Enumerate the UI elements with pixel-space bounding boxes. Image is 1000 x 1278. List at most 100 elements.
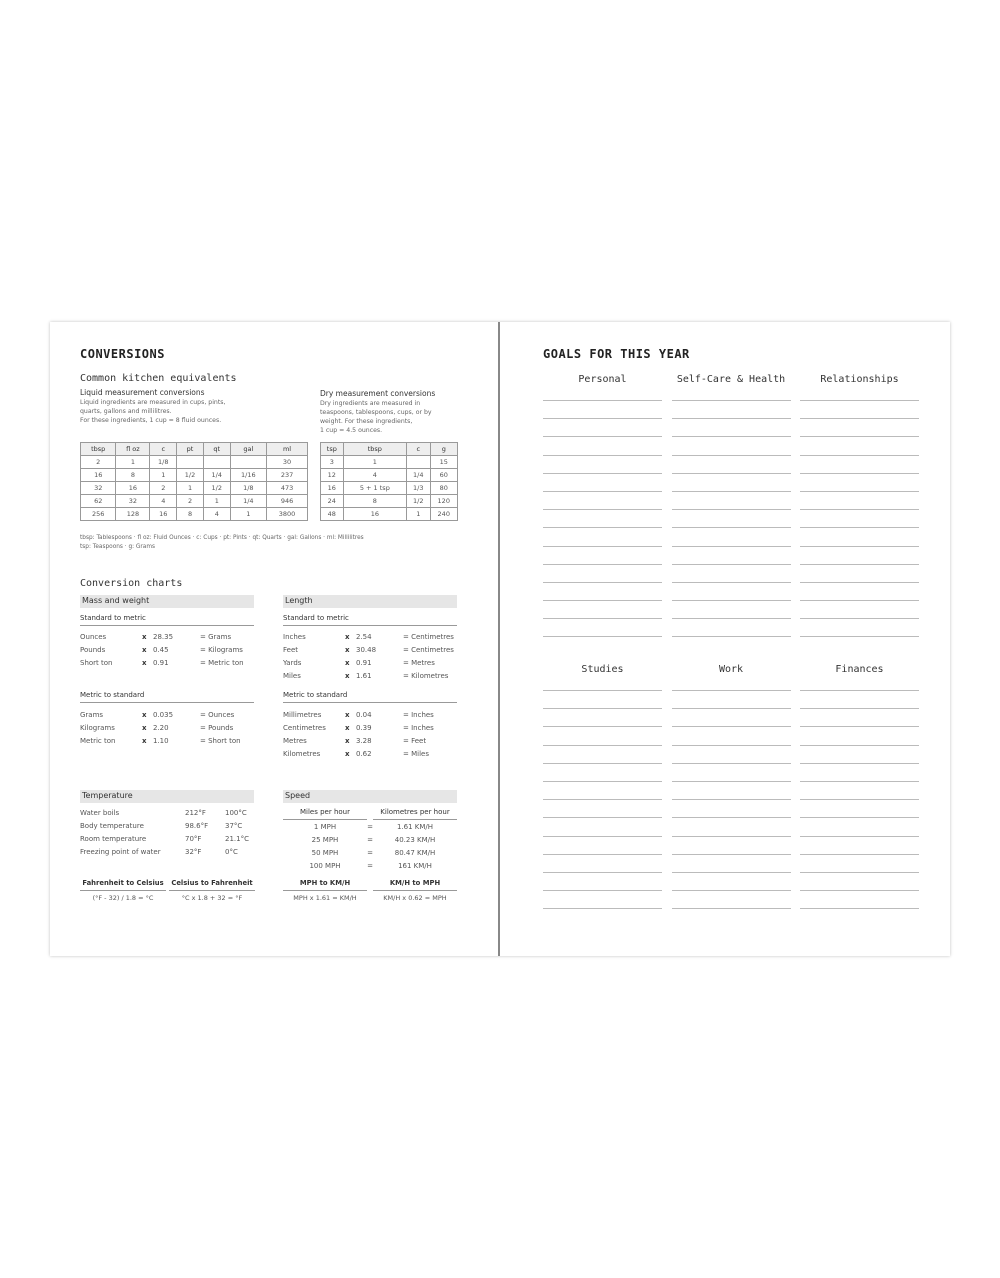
goal-line[interactable] bbox=[671, 565, 791, 583]
goal-line[interactable] bbox=[800, 437, 919, 456]
goal-line[interactable] bbox=[671, 800, 791, 819]
goal-line[interactable] bbox=[800, 675, 919, 691]
goal-line[interactable] bbox=[543, 891, 662, 910]
goal-line[interactable] bbox=[800, 746, 919, 764]
goal-line[interactable] bbox=[543, 855, 662, 873]
goal-line[interactable] bbox=[800, 691, 919, 710]
goal-line[interactable] bbox=[800, 474, 919, 492]
to-unit: = Metric ton bbox=[200, 659, 244, 667]
goal-line[interactable] bbox=[671, 782, 791, 801]
section-title: Mass and weight bbox=[80, 595, 254, 608]
goal-line[interactable] bbox=[800, 385, 919, 401]
goal-line[interactable] bbox=[671, 583, 791, 602]
goal-line[interactable] bbox=[800, 873, 919, 892]
table-cell: 16 bbox=[115, 481, 151, 495]
goal-line[interactable] bbox=[800, 401, 919, 420]
goal-line[interactable] bbox=[800, 565, 919, 583]
goal-line[interactable] bbox=[543, 474, 662, 492]
goal-line[interactable] bbox=[543, 565, 662, 583]
goal-line[interactable] bbox=[800, 855, 919, 873]
goal-line[interactable] bbox=[543, 727, 662, 746]
goal-line[interactable] bbox=[543, 691, 662, 710]
from-unit: Miles bbox=[283, 672, 301, 680]
goal-line[interactable] bbox=[671, 873, 791, 892]
goal-line[interactable] bbox=[543, 437, 662, 456]
from-unit: Feet bbox=[283, 646, 299, 654]
goal-line[interactable] bbox=[671, 891, 791, 910]
goal-line[interactable] bbox=[543, 709, 662, 728]
goal-line[interactable] bbox=[671, 837, 791, 855]
goal-line[interactable] bbox=[543, 547, 662, 565]
goal-line[interactable] bbox=[800, 601, 919, 620]
column-header: tbsp bbox=[79, 442, 117, 456]
goal-line[interactable] bbox=[800, 528, 919, 547]
goal-line[interactable] bbox=[671, 437, 791, 456]
goal-line[interactable] bbox=[800, 510, 919, 529]
factor: 2.20 bbox=[153, 724, 169, 732]
goal-line[interactable] bbox=[671, 619, 791, 638]
goal-line[interactable] bbox=[543, 764, 662, 782]
goals-page: GOALS FOR THIS YEAR Personal Self-Care & … bbox=[543, 322, 921, 956]
goal-line[interactable] bbox=[543, 492, 662, 511]
goal-line[interactable] bbox=[800, 492, 919, 511]
goal-line[interactable] bbox=[800, 619, 919, 638]
goal-line[interactable] bbox=[671, 528, 791, 547]
to-unit: = Pounds bbox=[200, 724, 234, 732]
goal-line[interactable] bbox=[671, 401, 791, 420]
goal-line[interactable] bbox=[800, 547, 919, 565]
table-cell bbox=[176, 455, 204, 469]
goal-line[interactable] bbox=[543, 456, 662, 474]
factor: 0.45 bbox=[153, 646, 169, 654]
goal-line[interactable] bbox=[671, 764, 791, 782]
goal-line[interactable] bbox=[543, 601, 662, 620]
table-cell: 4 bbox=[149, 494, 178, 508]
goal-line[interactable] bbox=[671, 419, 791, 438]
goal-line[interactable] bbox=[543, 746, 662, 764]
goal-line[interactable] bbox=[543, 510, 662, 529]
goal-line[interactable] bbox=[800, 727, 919, 746]
multiply-sign: x bbox=[142, 737, 147, 745]
table-cell: 2 bbox=[176, 494, 204, 508]
goal-line[interactable] bbox=[800, 764, 919, 782]
goal-line[interactable] bbox=[671, 492, 791, 511]
label: Body temperature bbox=[80, 822, 144, 830]
goal-line[interactable] bbox=[671, 691, 791, 710]
goal-line[interactable] bbox=[671, 474, 791, 492]
goal-line[interactable] bbox=[800, 709, 919, 728]
goal-line[interactable] bbox=[543, 800, 662, 819]
goal-line[interactable] bbox=[800, 891, 919, 910]
goal-line[interactable] bbox=[543, 419, 662, 438]
to-unit: = Centimetres bbox=[403, 646, 454, 654]
goal-line[interactable] bbox=[671, 547, 791, 565]
goal-line[interactable] bbox=[671, 746, 791, 764]
goal-line[interactable] bbox=[543, 528, 662, 547]
goal-line[interactable] bbox=[800, 818, 919, 837]
goal-line[interactable] bbox=[671, 709, 791, 728]
goal-line[interactable] bbox=[800, 419, 919, 438]
goal-line[interactable] bbox=[800, 800, 919, 819]
goal-line[interactable] bbox=[800, 456, 919, 474]
goal-line[interactable] bbox=[543, 401, 662, 420]
goal-line[interactable] bbox=[671, 510, 791, 529]
equals-sign: = bbox=[367, 836, 373, 844]
goal-line[interactable] bbox=[543, 837, 662, 855]
goal-line[interactable] bbox=[543, 583, 662, 602]
goal-line[interactable] bbox=[671, 456, 791, 474]
goal-line[interactable] bbox=[543, 385, 662, 401]
goal-line[interactable] bbox=[543, 782, 662, 801]
goal-line[interactable] bbox=[671, 727, 791, 746]
goal-line[interactable] bbox=[800, 837, 919, 855]
goal-line[interactable] bbox=[671, 385, 791, 401]
goal-line[interactable] bbox=[800, 583, 919, 602]
goal-line[interactable] bbox=[543, 675, 662, 691]
table-cell: 16 bbox=[79, 468, 117, 482]
goal-line[interactable] bbox=[543, 818, 662, 837]
goal-line[interactable] bbox=[543, 873, 662, 892]
goal-line[interactable] bbox=[543, 619, 662, 638]
goal-line[interactable] bbox=[671, 601, 791, 620]
goal-line[interactable] bbox=[800, 782, 919, 801]
goal-line[interactable] bbox=[671, 675, 791, 691]
goal-line[interactable] bbox=[671, 855, 791, 873]
factor: 28.35 bbox=[153, 633, 174, 641]
goal-line[interactable] bbox=[671, 818, 791, 837]
